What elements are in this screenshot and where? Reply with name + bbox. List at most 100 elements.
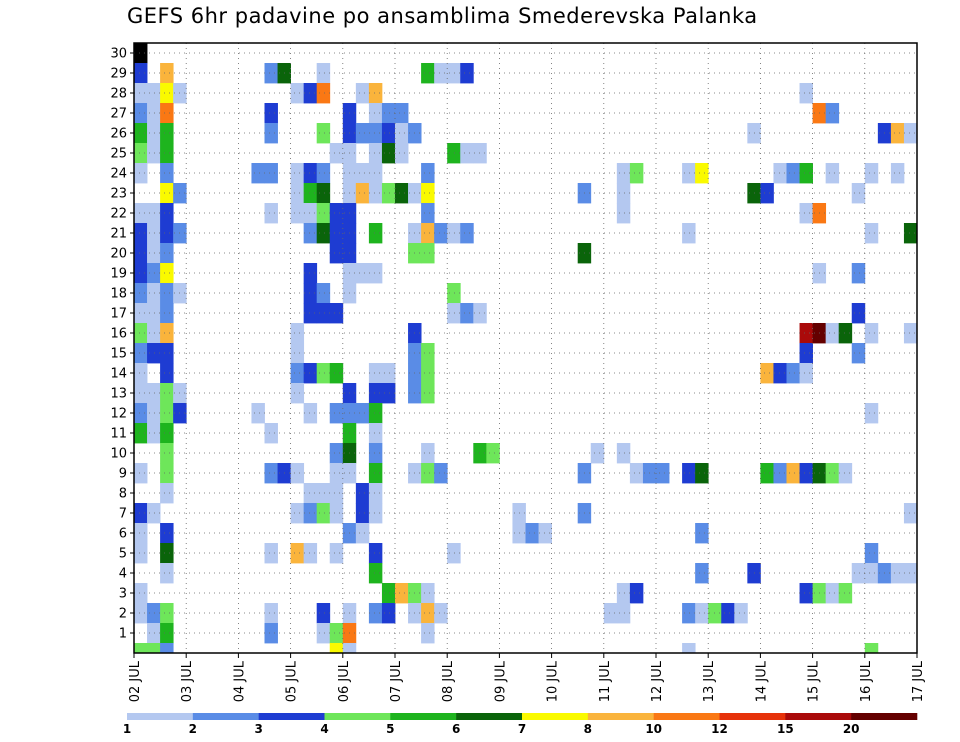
heatmap-cell <box>799 163 813 184</box>
heatmap-cell <box>421 243 435 264</box>
heatmap-cell <box>381 383 396 404</box>
heatmap-cell <box>303 223 318 244</box>
y-tick-label: 13 <box>110 387 127 402</box>
heatmap-cell <box>147 423 161 444</box>
colorbar-label: 5 <box>386 722 394 736</box>
heatmap-cell <box>421 463 435 484</box>
x-tick-label: 12 JUL <box>650 660 665 702</box>
heatmap-cell <box>616 183 631 204</box>
heatmap-cell <box>368 123 383 144</box>
heatmap-cell <box>303 83 318 104</box>
heatmap-cell <box>447 223 461 244</box>
heatmap-cell <box>786 463 800 484</box>
heatmap-cell <box>447 303 461 324</box>
y-tick-label: 15 <box>110 347 127 362</box>
heatmap-cell <box>290 323 305 344</box>
heatmap-cell <box>434 223 448 244</box>
heatmap-cell <box>134 263 148 284</box>
heatmap-cell <box>616 203 631 224</box>
heatmap-cell <box>134 203 148 224</box>
heatmap-cell <box>134 143 148 164</box>
heatmap-cell <box>147 603 161 624</box>
heatmap-cell <box>134 83 148 104</box>
heatmap-cell <box>264 463 278 484</box>
heatmap-cell <box>890 163 905 184</box>
colorbar-swatch <box>258 713 325 720</box>
y-tick-label: 27 <box>110 107 127 122</box>
heatmap-cell <box>421 223 435 244</box>
heatmap-cell <box>160 643 174 654</box>
y-tick-label: 25 <box>110 147 127 162</box>
heatmap-cell <box>134 223 148 244</box>
y-tick-label: 18 <box>110 287 127 302</box>
heatmap-cell <box>160 483 174 504</box>
heatmap-cell <box>473 143 487 164</box>
heatmap-cell <box>368 163 383 184</box>
y-tick-label: 4 <box>119 567 127 582</box>
heatmap-cell <box>368 443 383 464</box>
plot-grid <box>133 43 918 653</box>
heatmap-cell <box>629 463 644 484</box>
y-tick-label: 14 <box>110 367 127 382</box>
heatmap-cell <box>134 463 148 484</box>
heatmap-cell <box>355 123 370 144</box>
heatmap-cell <box>355 403 370 424</box>
heatmap-cell <box>460 63 474 84</box>
heatmap-cell <box>160 623 174 644</box>
y-tick-label: 10 <box>110 447 127 462</box>
y-tick-label: 23 <box>110 187 127 202</box>
heatmap-cell <box>147 243 161 264</box>
x-tick-label: 13 JUL <box>702 660 717 702</box>
heatmap-cell <box>421 583 435 604</box>
heatmap-cell <box>460 303 474 324</box>
heatmap-cell <box>355 163 370 184</box>
y-tick-label: 19 <box>110 267 127 282</box>
heatmap-cell <box>160 243 174 264</box>
heatmap-cell <box>825 323 840 344</box>
x-axis: 02 JUL 03 JUL 04 JUL 05 JUL 06 JUL 07 JUL 08 J… <box>128 653 926 702</box>
heatmap-cell <box>264 423 278 444</box>
y-axis: 1234567891011121314151617181920212223242… <box>110 47 134 642</box>
heatmap-cell <box>682 463 696 484</box>
heatmap-cell <box>316 503 331 524</box>
x-tick-label: 08 JUL <box>441 660 456 702</box>
y-tick-label: 21 <box>110 227 127 242</box>
heatmap-cell <box>447 543 461 564</box>
heatmap-cell <box>134 303 148 324</box>
colorbar-label: 8 <box>584 722 592 736</box>
heatmap-cell <box>590 443 605 464</box>
heatmap-cell <box>329 503 344 524</box>
heatmap-cell <box>864 223 879 244</box>
heatmap-cell <box>773 463 787 484</box>
heatmap-cell <box>395 183 409 204</box>
x-tick-label: 15 JUL <box>807 660 822 702</box>
heatmap-cell <box>421 603 435 624</box>
heatmap-cell <box>329 403 344 424</box>
heatmap-cell <box>799 83 813 104</box>
heatmap-cell <box>368 503 383 524</box>
y-tick-label: 24 <box>110 167 127 182</box>
x-tick-label: 06 JUL <box>337 660 352 702</box>
heatmap-cell <box>134 603 148 624</box>
x-tick-label: 11 JUL <box>598 660 613 702</box>
heatmap-cell <box>316 83 331 104</box>
heatmap-cell <box>160 343 174 364</box>
heatmap-cell <box>799 363 813 384</box>
heatmap-cell <box>799 203 813 224</box>
colorbar-swatch <box>324 713 391 720</box>
heatmap-cell <box>264 163 278 184</box>
heatmap-cell <box>303 363 318 384</box>
colorbar-swatch <box>785 713 852 720</box>
heatmap-cell <box>368 183 383 204</box>
heatmap-cell <box>147 143 161 164</box>
heatmap-cell <box>316 183 331 204</box>
heatmap-cell <box>434 463 448 484</box>
heatmap-cell <box>368 383 383 404</box>
heatmap-cell <box>290 363 305 384</box>
heatmap-cell <box>160 383 174 404</box>
heatmap-cell <box>682 223 696 244</box>
heatmap-cell <box>316 623 331 644</box>
heatmap-cell <box>760 363 774 384</box>
heatmap-cell <box>160 203 174 224</box>
heatmap-cell <box>329 223 344 244</box>
